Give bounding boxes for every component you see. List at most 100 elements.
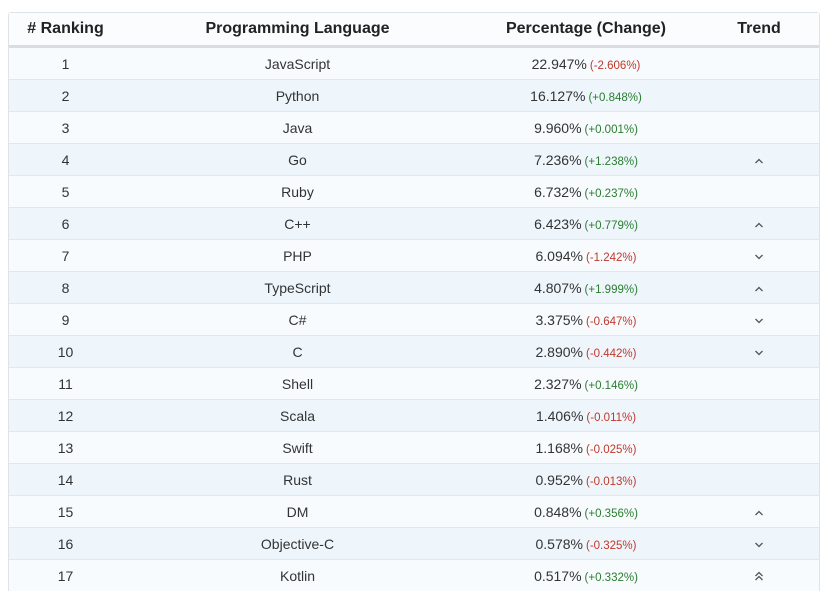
trend-cell bbox=[699, 175, 819, 208]
table-row: 11 Shell 2.327% (+0.146%) bbox=[9, 367, 819, 400]
chevron-down-icon bbox=[754, 312, 764, 328]
percentage-change: (+1.999%) bbox=[584, 283, 638, 296]
percentage-cell: 9.960% (+0.001%) bbox=[473, 111, 699, 144]
chevron-down-icon bbox=[754, 248, 764, 264]
percentage-value: 6.094% bbox=[535, 247, 583, 264]
percentage-cell: 16.127% (+0.848%) bbox=[473, 79, 699, 112]
percentage-value: 4.807% bbox=[534, 279, 582, 296]
language-cell: Java bbox=[122, 111, 473, 144]
percentage-cell: 22.947% (-2.606%) bbox=[473, 46, 699, 80]
language-cell: C# bbox=[122, 303, 473, 336]
trend-cell bbox=[699, 143, 819, 176]
language-cell: C bbox=[122, 335, 473, 368]
table-row: 14 Rust 0.952% (-0.013%) bbox=[9, 463, 819, 496]
percentage-cell: 0.952% (-0.013%) bbox=[473, 463, 699, 496]
rank-cell: 6 bbox=[9, 207, 122, 240]
table-row: 1 JavaScript 22.947% (-2.606%) bbox=[9, 46, 819, 80]
percentage-value: 1.406% bbox=[535, 407, 584, 424]
percentage-cell: 2.327% (+0.146%) bbox=[473, 367, 699, 400]
rank-cell: 11 bbox=[9, 367, 122, 400]
percentage-cell: 4.807% (+1.999%) bbox=[473, 271, 699, 304]
percentage-value: 3.375% bbox=[535, 311, 583, 328]
table-row: 12 Scala 1.406% (-0.011%) bbox=[9, 399, 819, 432]
trend-cell bbox=[699, 431, 819, 464]
header-language[interactable]: Programming Language bbox=[122, 13, 473, 48]
trend-cell bbox=[699, 463, 819, 496]
percentage-change: (-0.025%) bbox=[585, 443, 637, 456]
rank-cell: 9 bbox=[9, 303, 122, 336]
percentage-cell: 0.517% (+0.332%) bbox=[473, 559, 699, 591]
percentage-value: 2.327% bbox=[534, 375, 582, 392]
language-cell: TypeScript bbox=[122, 271, 473, 304]
percentage-value: 1.168% bbox=[535, 439, 583, 456]
rank-cell: 10 bbox=[9, 335, 122, 368]
chevron-up-icon bbox=[754, 216, 764, 232]
rank-cell: 7 bbox=[9, 239, 122, 272]
percentage-change: (+0.332%) bbox=[584, 571, 638, 584]
trend-cell bbox=[699, 559, 819, 591]
chevron-up-icon bbox=[754, 504, 764, 520]
percentage-value: 7.236% bbox=[534, 151, 582, 168]
percentage-value: 0.517% bbox=[534, 567, 582, 584]
table-row: 3 Java 9.960% (+0.001%) bbox=[9, 111, 819, 144]
percentage-cell: 3.375% (-0.647%) bbox=[473, 303, 699, 336]
table-row: 8 TypeScript 4.807% (+1.999%) bbox=[9, 271, 819, 304]
trend-cell bbox=[699, 207, 819, 240]
trend-cell bbox=[699, 303, 819, 336]
rank-cell: 3 bbox=[9, 111, 122, 144]
trend-cell bbox=[699, 271, 819, 304]
language-cell: Swift bbox=[122, 431, 473, 464]
table-row: 5 Ruby 6.732% (+0.237%) bbox=[9, 175, 819, 208]
percentage-value: 22.947% bbox=[531, 55, 587, 72]
table-row: 15 DM 0.848% (+0.356%) bbox=[9, 495, 819, 528]
trend-cell bbox=[699, 527, 819, 560]
header-trend[interactable]: Trend bbox=[699, 13, 819, 48]
language-cell: Scala bbox=[122, 399, 473, 432]
header-percentage[interactable]: Percentage (Change) bbox=[473, 13, 699, 48]
trend-cell bbox=[699, 79, 819, 112]
percentage-cell: 7.236% (+1.238%) bbox=[473, 143, 699, 176]
chevron-down-icon bbox=[754, 536, 764, 552]
table-row: 13 Swift 1.168% (-0.025%) bbox=[9, 431, 819, 464]
percentage-value: 0.848% bbox=[534, 503, 582, 520]
percentage-value: 0.952% bbox=[535, 471, 583, 488]
trend-cell bbox=[699, 495, 819, 528]
language-cell: C++ bbox=[122, 207, 473, 240]
trend-cell bbox=[699, 399, 819, 432]
percentage-change: (-0.013%) bbox=[585, 475, 637, 488]
rank-cell: 14 bbox=[9, 463, 122, 496]
double-chevron-up-icon bbox=[754, 568, 764, 584]
trend-cell bbox=[699, 239, 819, 272]
rank-cell: 15 bbox=[9, 495, 122, 528]
chevron-down-icon bbox=[754, 344, 764, 360]
table-row: 16 Objective-C 0.578% (-0.325%) bbox=[9, 527, 819, 560]
language-cell: PHP bbox=[122, 239, 473, 272]
language-cell: JavaScript bbox=[122, 46, 473, 80]
percentage-cell: 1.406% (-0.011%) bbox=[473, 399, 699, 432]
percentage-change: (-0.325%) bbox=[585, 539, 637, 552]
percentage-cell: 2.890% (-0.442%) bbox=[473, 335, 699, 368]
percentage-value: 16.127% bbox=[530, 87, 586, 104]
chevron-up-icon bbox=[754, 280, 764, 296]
percentage-value: 6.732% bbox=[534, 183, 582, 200]
trend-cell bbox=[699, 111, 819, 144]
ranking-table-container: # Ranking Programming Language Percentag… bbox=[8, 12, 820, 591]
percentage-change: (-2.606%) bbox=[589, 59, 641, 72]
language-cell: Go bbox=[122, 143, 473, 176]
header-ranking[interactable]: # Ranking bbox=[9, 13, 122, 48]
rank-cell: 2 bbox=[9, 79, 122, 112]
table-row: 6 C++ 6.423% (+0.779%) bbox=[9, 207, 819, 240]
percentage-change: (+1.238%) bbox=[584, 155, 638, 168]
language-cell: Ruby bbox=[122, 175, 473, 208]
percentage-cell: 1.168% (-0.025%) bbox=[473, 431, 699, 464]
table-header: # Ranking Programming Language Percentag… bbox=[9, 13, 819, 48]
chevron-up-icon bbox=[754, 152, 764, 168]
percentage-cell: 6.423% (+0.779%) bbox=[473, 207, 699, 240]
percentage-change: (+0.237%) bbox=[584, 187, 638, 200]
table-body: 1 JavaScript 22.947% (-2.606%) 2 Python 16.127… bbox=[9, 46, 819, 591]
percentage-change: (+0.848%) bbox=[588, 91, 642, 104]
language-cell: Objective-C bbox=[122, 527, 473, 560]
percentage-change: (-0.011%) bbox=[586, 411, 637, 424]
percentage-cell: 0.578% (-0.325%) bbox=[473, 527, 699, 560]
trend-cell bbox=[699, 335, 819, 368]
